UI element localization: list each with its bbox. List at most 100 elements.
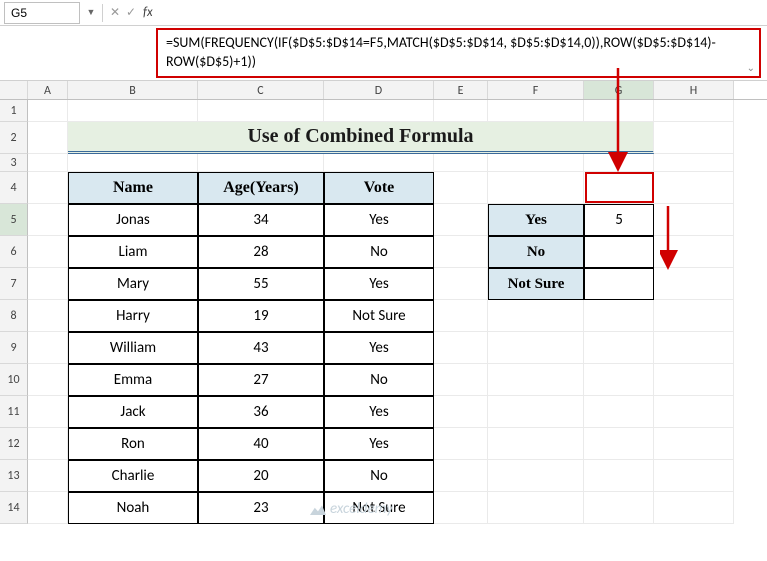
main-table-cell[interactable]: Mary (68, 268, 198, 300)
main-table-cell[interactable]: Jack (68, 396, 198, 428)
cell-H1[interactable] (654, 100, 734, 122)
main-table-cell[interactable]: 23 (198, 492, 324, 524)
cell-G4[interactable] (584, 172, 654, 204)
cell-E14[interactable] (434, 492, 488, 524)
cell-G12[interactable] (584, 428, 654, 460)
cell-D1[interactable] (324, 100, 434, 122)
cancel-formula-icon[interactable]: ✕ (107, 5, 123, 20)
row-header-9[interactable]: 9 (0, 332, 28, 364)
main-table-cell[interactable]: Yes (324, 428, 434, 460)
cell-A5[interactable] (28, 204, 68, 236)
col-header-G[interactable]: G (584, 81, 654, 99)
cell-A6[interactable] (28, 236, 68, 268)
col-header-C[interactable]: C (198, 81, 324, 99)
cell-H6[interactable] (654, 236, 734, 268)
side-table-label[interactable]: Yes (488, 204, 584, 236)
row-header-3[interactable]: 3 (0, 154, 28, 172)
row-header-11[interactable]: 11 (0, 396, 28, 428)
cell-H9[interactable] (654, 332, 734, 364)
cell-A10[interactable] (28, 364, 68, 396)
main-table-header[interactable]: Vote (324, 172, 434, 204)
main-table-cell[interactable]: No (324, 236, 434, 268)
cell-A3[interactable] (28, 154, 68, 172)
main-table-cell[interactable]: Charlie (68, 460, 198, 492)
main-table-header[interactable]: Age(Years) (198, 172, 324, 204)
cell-H8[interactable] (654, 300, 734, 332)
cell-E13[interactable] (434, 460, 488, 492)
cell-F8[interactable] (488, 300, 584, 332)
main-table-cell[interactable]: 20 (198, 460, 324, 492)
row-header-2[interactable]: 2 (0, 122, 28, 154)
main-table-cell[interactable]: Yes (324, 204, 434, 236)
side-table-label[interactable]: Not Sure (488, 268, 584, 300)
formula-expand-icon[interactable]: ⌄ (747, 61, 755, 75)
main-table-cell[interactable]: 19 (198, 300, 324, 332)
row-header-1[interactable]: 1 (0, 100, 28, 122)
cell-H11[interactable] (654, 396, 734, 428)
name-box-chevron-icon[interactable]: ▼ (84, 7, 98, 18)
col-header-B[interactable]: B (68, 81, 198, 99)
cell-G13[interactable] (584, 460, 654, 492)
cell-E9[interactable] (434, 332, 488, 364)
cell-E5[interactable] (434, 204, 488, 236)
cell-G8[interactable] (584, 300, 654, 332)
main-table-cell[interactable]: Liam (68, 236, 198, 268)
cell-H12[interactable] (654, 428, 734, 460)
row-header-5[interactable]: 5 (0, 204, 28, 236)
cell-G9[interactable] (584, 332, 654, 364)
formula-bar[interactable]: =SUM(FREQUENCY(IF($D$5:$D$14=F5,MATCH($D… (156, 28, 761, 78)
cell-E1[interactable] (434, 100, 488, 122)
fx-icon[interactable]: fx (143, 5, 153, 20)
main-table-cell[interactable]: William (68, 332, 198, 364)
main-table-cell[interactable]: 40 (198, 428, 324, 460)
cell-B1[interactable] (68, 100, 198, 122)
cell-H13[interactable] (654, 460, 734, 492)
side-table-label[interactable]: No (488, 236, 584, 268)
main-table-cell[interactable]: 27 (198, 364, 324, 396)
main-table-cell[interactable]: 28 (198, 236, 324, 268)
cell-F12[interactable] (488, 428, 584, 460)
side-table-value[interactable]: 5 (584, 204, 654, 236)
cell-G14[interactable] (584, 492, 654, 524)
row-header-13[interactable]: 13 (0, 460, 28, 492)
main-table-header[interactable]: Name (68, 172, 198, 204)
main-table-cell[interactable]: Yes (324, 332, 434, 364)
cell-A12[interactable] (28, 428, 68, 460)
col-header-F[interactable]: F (488, 81, 584, 99)
main-table-cell[interactable]: No (324, 364, 434, 396)
cell-A8[interactable] (28, 300, 68, 332)
cell-F14[interactable] (488, 492, 584, 524)
cell-H7[interactable] (654, 268, 734, 300)
cell-G1[interactable] (584, 100, 654, 122)
confirm-formula-icon[interactable]: ✓ (123, 5, 139, 20)
main-table-cell[interactable]: Ron (68, 428, 198, 460)
row-header-4[interactable]: 4 (0, 172, 28, 204)
cell-A4[interactable] (28, 172, 68, 204)
cell-A9[interactable] (28, 332, 68, 364)
main-table-cell[interactable]: Yes (324, 268, 434, 300)
row-header-14[interactable]: 14 (0, 492, 28, 524)
cell-E8[interactable] (434, 300, 488, 332)
cell-B3[interactable] (68, 154, 198, 172)
cell-E6[interactable] (434, 236, 488, 268)
row-header-7[interactable]: 7 (0, 268, 28, 300)
cell-F1[interactable] (488, 100, 584, 122)
cell-F9[interactable] (488, 332, 584, 364)
cell-A2[interactable] (28, 122, 68, 154)
cell-H5[interactable] (654, 204, 734, 236)
row-header-8[interactable]: 8 (0, 300, 28, 332)
side-table-value[interactable] (584, 268, 654, 300)
cell-C1[interactable] (198, 100, 324, 122)
col-header-D[interactable]: D (324, 81, 434, 99)
side-table-value[interactable] (584, 236, 654, 268)
col-header-E[interactable]: E (434, 81, 488, 99)
cell-H4[interactable] (654, 172, 734, 204)
main-table-cell[interactable]: Noah (68, 492, 198, 524)
cell-F10[interactable] (488, 364, 584, 396)
row-header-6[interactable]: 6 (0, 236, 28, 268)
main-table-cell[interactable]: 36 (198, 396, 324, 428)
cell-H10[interactable] (654, 364, 734, 396)
cell-H3[interactable] (654, 154, 734, 172)
cell-A13[interactable] (28, 460, 68, 492)
cell-F3[interactable] (488, 154, 584, 172)
